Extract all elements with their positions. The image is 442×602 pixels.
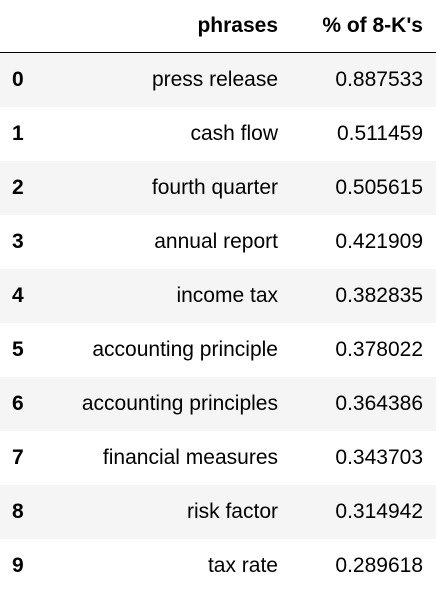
table-row: 0 press release 0.887533 <box>0 52 436 107</box>
index-header <box>0 0 40 53</box>
row-index: 6 <box>12 391 24 415</box>
table-row: 2 fourth quarter 0.505615 <box>0 160 436 215</box>
percent-cell: 0.364386 <box>335 391 423 415</box>
phrase-cell: press release <box>151 67 278 91</box>
phrase-cell: accounting principles <box>81 391 278 415</box>
table-body: 0 press release 0.887533 1 cash flow 0.5… <box>0 52 436 593</box>
phrase-cell: annual report <box>154 229 278 253</box>
table-row: 8 risk factor 0.314942 <box>0 484 436 539</box>
row-index: 2 <box>12 175 24 199</box>
percent-cell: 0.289618 <box>335 553 423 577</box>
phrases-header: phrases <box>40 0 280 53</box>
percent-cell: 0.382835 <box>335 283 423 307</box>
phrase-cell: income tax <box>176 283 278 307</box>
row-index: 7 <box>12 445 24 469</box>
percent-cell: 0.505615 <box>335 175 423 199</box>
table-row: 6 accounting principles 0.364386 <box>0 376 436 431</box>
phrase-cell: risk factor <box>186 499 278 523</box>
table-row: 9 tax rate 0.289618 <box>0 538 436 593</box>
row-index: 8 <box>12 499 24 523</box>
phrase-cell: cash flow <box>190 121 278 145</box>
phrase-cell: financial measures <box>102 445 278 469</box>
percent-cell: 0.887533 <box>335 67 423 91</box>
percent-cell: 0.314942 <box>335 499 423 523</box>
percent-cell: 0.378022 <box>335 337 423 361</box>
percent-cell: 0.421909 <box>335 229 423 253</box>
row-index: 9 <box>12 553 24 577</box>
row-index: 5 <box>12 337 24 361</box>
table-row: 3 annual report 0.421909 <box>0 214 436 269</box>
table-row: 5 accounting principle 0.378022 <box>0 322 436 377</box>
percent-header: % of 8-K's <box>280 0 436 53</box>
dataframe-table: phrases % of 8-K's 0 press release 0.887… <box>0 0 436 593</box>
row-index: 1 <box>12 121 24 145</box>
table-row: 1 cash flow 0.511459 <box>0 106 436 161</box>
percent-cell: 0.343703 <box>335 445 423 469</box>
table-header: phrases % of 8-K's <box>0 0 436 53</box>
percent-cell: 0.511459 <box>336 121 423 145</box>
phrase-cell: accounting principle <box>92 337 278 361</box>
table-row: 4 income tax 0.382835 <box>0 268 436 323</box>
phrase-cell: fourth quarter <box>151 175 278 199</box>
row-index: 4 <box>12 283 24 307</box>
row-index: 3 <box>12 229 24 253</box>
row-index: 0 <box>12 67 24 91</box>
header-row: phrases % of 8-K's <box>0 0 436 53</box>
phrase-cell: tax rate <box>207 553 278 577</box>
table-row: 7 financial measures 0.343703 <box>0 430 436 485</box>
